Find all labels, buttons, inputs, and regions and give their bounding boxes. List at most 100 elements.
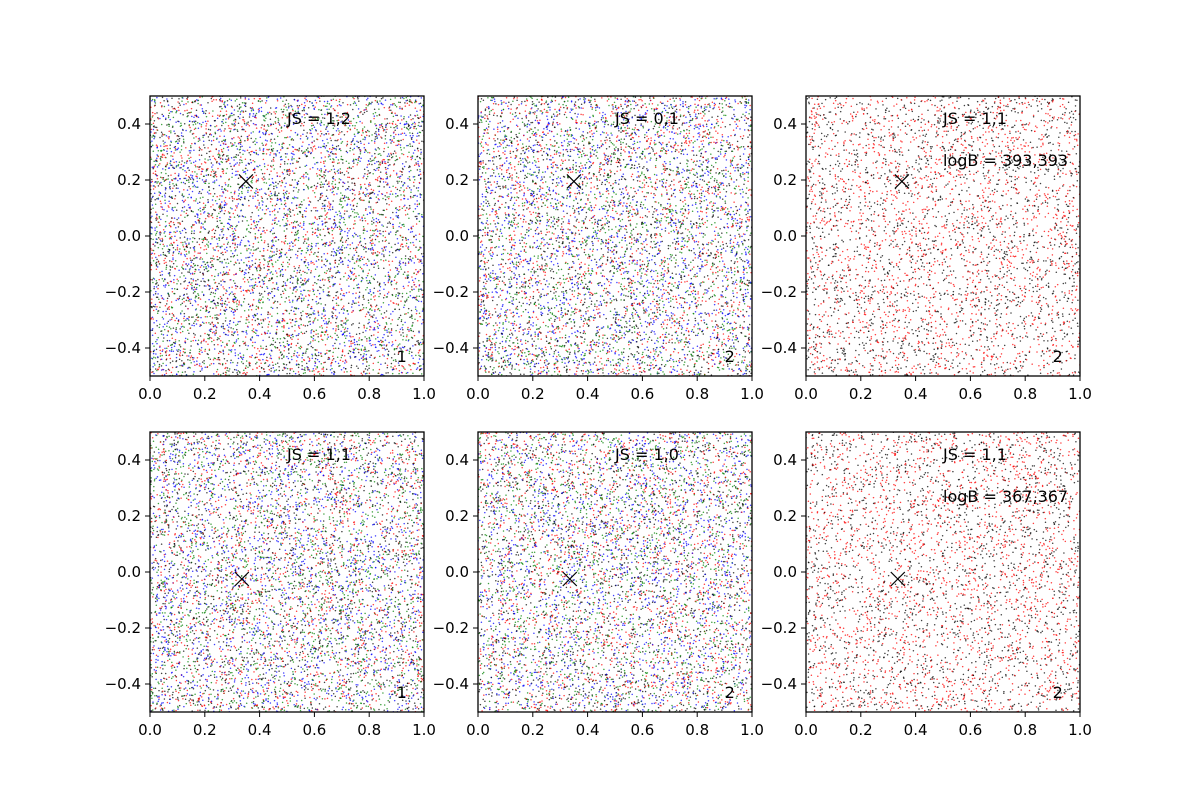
scatter-point xyxy=(350,122,352,125)
scatter-point xyxy=(237,122,240,124)
scatter-point xyxy=(224,300,227,303)
scatter-point xyxy=(418,134,420,137)
scatter-point xyxy=(190,345,192,347)
scatter-point xyxy=(371,239,373,242)
scatter-point xyxy=(229,226,231,228)
scatter-point xyxy=(186,189,189,191)
scatter-point xyxy=(418,295,421,298)
scatter-point xyxy=(274,208,276,210)
scatter-point xyxy=(301,294,304,296)
scatter-point xyxy=(421,216,424,218)
scatter-point xyxy=(285,364,288,366)
scatter-point xyxy=(293,214,296,216)
scatter-point xyxy=(211,100,213,102)
scatter-point xyxy=(229,292,232,295)
scatter-point xyxy=(158,254,160,257)
scatter-point xyxy=(246,248,248,250)
scatter-point xyxy=(297,180,300,182)
scatter-point xyxy=(205,248,208,250)
scatter-point xyxy=(384,138,387,140)
scatter-point xyxy=(165,364,167,367)
scatter-point xyxy=(410,118,412,121)
scatter-point xyxy=(258,111,260,113)
scatter-point xyxy=(166,144,168,147)
scatter-point xyxy=(154,227,156,229)
scatter-point xyxy=(305,135,308,138)
scatter-point xyxy=(391,369,394,371)
scatter-point xyxy=(203,249,205,251)
scatter-point xyxy=(254,195,256,197)
scatter-point xyxy=(219,194,221,197)
scatter-point xyxy=(335,211,337,213)
scatter-point xyxy=(408,170,411,173)
scatter-point xyxy=(280,185,282,187)
scatter-point xyxy=(200,222,203,224)
scatter-point xyxy=(155,226,158,228)
scatter-point xyxy=(368,269,371,271)
scatter-point xyxy=(203,236,206,239)
scatter-point xyxy=(263,212,266,215)
scatter-point xyxy=(266,285,268,288)
scatter-point xyxy=(180,253,182,256)
scatter-point xyxy=(214,292,217,295)
scatter-point xyxy=(210,143,213,146)
scatter-point xyxy=(341,289,343,292)
scatter-point xyxy=(166,339,169,342)
scatter-point xyxy=(204,305,207,307)
scatter-point xyxy=(268,268,270,271)
scatter-point xyxy=(332,190,334,193)
scatter-point xyxy=(218,257,221,259)
scatter-point xyxy=(405,372,408,374)
scatter-point xyxy=(334,342,336,345)
scatter-point xyxy=(247,224,250,227)
scatter-point xyxy=(382,301,385,304)
scatter-point xyxy=(221,155,224,157)
scatter-point xyxy=(242,169,244,172)
scatter-point xyxy=(175,111,177,114)
scatter-point xyxy=(318,117,320,119)
scatter-point xyxy=(341,307,344,309)
scatter-point xyxy=(163,328,166,331)
scatter-point xyxy=(230,310,233,312)
scatter-point xyxy=(419,170,421,173)
scatter-point xyxy=(307,188,310,190)
scatter-point xyxy=(239,352,241,354)
scatter-point xyxy=(252,122,255,125)
scatter-point xyxy=(353,267,356,270)
scatter-point xyxy=(197,304,199,306)
scatter-point xyxy=(375,217,378,220)
scatter-point xyxy=(415,296,417,299)
scatter-point xyxy=(195,308,198,310)
scatter-point xyxy=(334,139,336,142)
scatter-point xyxy=(333,372,335,375)
scatter-point xyxy=(234,163,237,165)
scatter-point xyxy=(347,277,350,279)
scatter-point xyxy=(402,138,404,141)
scatter-point xyxy=(330,226,333,228)
scatter-point xyxy=(167,109,170,111)
scatter-point xyxy=(286,124,288,126)
scatter-point xyxy=(251,211,253,214)
scatter-point xyxy=(176,230,178,232)
scatter-point xyxy=(248,240,250,243)
scatter-point xyxy=(289,249,292,251)
scatter-point xyxy=(297,307,300,310)
scatter-point xyxy=(243,298,246,300)
scatter-point xyxy=(183,200,185,203)
scatter-point xyxy=(365,357,368,360)
scatter-point xyxy=(228,293,231,296)
scatter-point xyxy=(252,368,254,371)
scatter-point xyxy=(407,326,409,329)
scatter-point xyxy=(281,285,284,287)
scatter-point xyxy=(201,149,203,151)
scatter-point xyxy=(202,239,205,242)
scatter-point xyxy=(380,373,383,376)
scatter-point xyxy=(404,321,406,324)
scatter-point xyxy=(271,315,273,317)
scatter-point xyxy=(308,368,310,371)
scatter-point xyxy=(173,274,176,277)
scatter-point xyxy=(275,240,277,242)
scatter-point xyxy=(194,288,196,290)
scatter-point xyxy=(283,194,286,196)
scatter-point xyxy=(318,292,321,295)
